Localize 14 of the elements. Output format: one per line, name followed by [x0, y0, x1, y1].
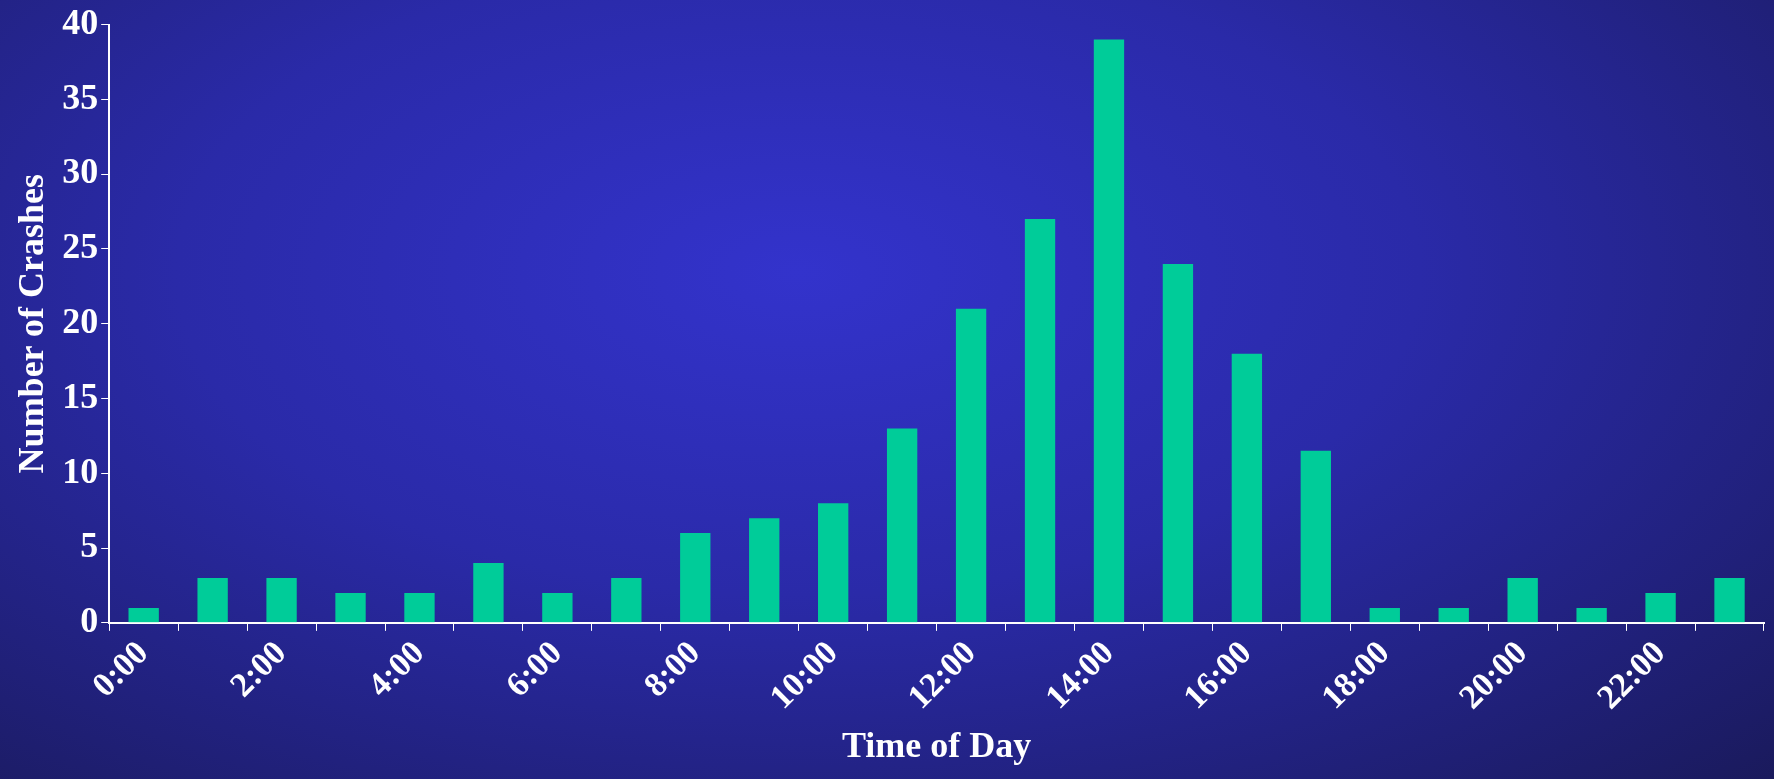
y-tick-label: 35: [62, 76, 99, 117]
x-axis-title: Time of Day: [841, 724, 1032, 765]
y-tick-label: 15: [62, 375, 99, 416]
x-tick-label: 4:00: [360, 633, 431, 704]
y-tick-label: 5: [80, 525, 99, 566]
y-axis-title: Number of Crashes: [10, 174, 51, 474]
y-tick-label: 40: [62, 1, 99, 42]
x-tick-label: 6:00: [498, 633, 569, 704]
y-tick-label: 20: [62, 301, 99, 342]
y-tick-label: 10: [62, 450, 99, 491]
x-tick-label: 8:00: [636, 633, 707, 704]
x-tick-label: 2:00: [222, 633, 293, 704]
y-tick-label: 30: [62, 151, 99, 192]
y-tick-label: 25: [62, 226, 99, 267]
